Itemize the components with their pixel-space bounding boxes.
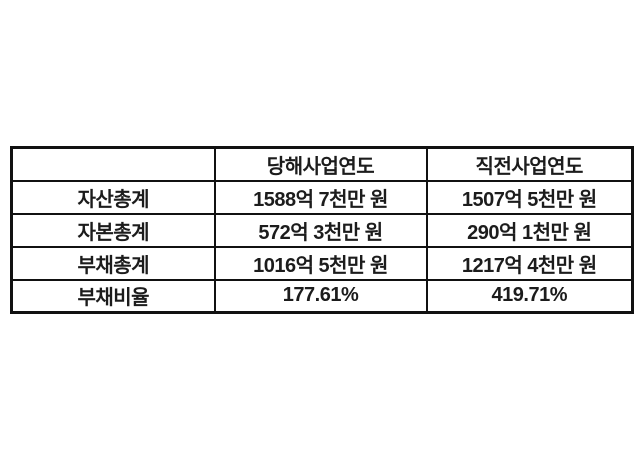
cell-total-liabilities-previous: 1217억 4천만 원	[425, 245, 634, 281]
cell-total-assets-previous: 1507억 5천만 원	[425, 179, 634, 215]
table-header-row: 당해사업연도 직전사업연도	[10, 146, 634, 182]
header-cell-previous-year: 직전사업연도	[425, 146, 634, 182]
table-row-total-assets: 자산총계 1588억 7천만 원 1507억 5천만 원	[10, 179, 634, 215]
header-cell-corner	[10, 146, 216, 182]
row-label-total-equity: 자본총계	[10, 212, 216, 248]
row-label-total-liabilities: 부채총계	[10, 245, 216, 281]
cell-total-assets-current: 1588억 7천만 원	[213, 179, 428, 215]
header-cell-current-year: 당해사업연도	[213, 146, 428, 182]
financial-summary-table: 당해사업연도 직전사업연도 자산총계 1588억 7천만 원 1507억 5천만…	[10, 146, 634, 314]
cell-debt-ratio-previous: 419.71%	[425, 278, 634, 314]
cell-total-equity-current: 572억 3천만 원	[213, 212, 428, 248]
row-label-total-assets: 자산총계	[10, 179, 216, 215]
cell-debt-ratio-current: 177.61%	[213, 278, 428, 314]
table-row-total-equity: 자본총계 572억 3천만 원 290억 1천만 원	[10, 212, 634, 248]
cell-total-equity-previous: 290억 1천만 원	[425, 212, 634, 248]
table-row-total-liabilities: 부채총계 1016억 5천만 원 1217억 4천만 원	[10, 245, 634, 281]
table-row-debt-ratio: 부채비율 177.61% 419.71%	[10, 278, 634, 314]
cell-total-liabilities-current: 1016억 5천만 원	[213, 245, 428, 281]
row-label-debt-ratio: 부채비율	[10, 278, 216, 314]
